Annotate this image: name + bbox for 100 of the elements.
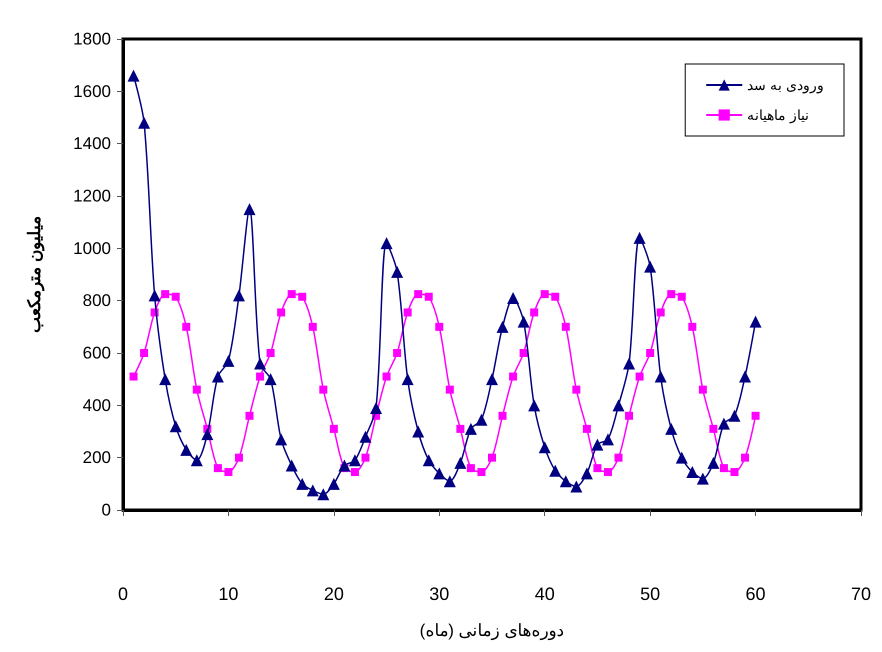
point — [222, 354, 234, 367]
y-tick-label: 600 — [82, 344, 111, 362]
point — [604, 468, 612, 476]
point — [634, 232, 646, 244]
point — [380, 237, 393, 250]
point — [646, 349, 654, 357]
y-tick-label: 200 — [82, 448, 111, 468]
point — [264, 373, 277, 386]
point — [614, 454, 623, 462]
point — [562, 322, 570, 331]
point — [435, 322, 444, 331]
point — [612, 399, 625, 412]
point — [509, 372, 518, 381]
point — [466, 464, 475, 472]
point — [496, 320, 509, 333]
point — [520, 349, 528, 357]
point — [656, 308, 665, 316]
y-tick-label: 0 — [102, 500, 111, 520]
point — [370, 402, 382, 414]
point — [277, 308, 286, 316]
point — [498, 412, 507, 420]
point — [446, 386, 454, 394]
point — [454, 456, 466, 469]
point — [232, 289, 245, 302]
y-tick-label: 1200 — [73, 186, 111, 206]
point — [488, 454, 496, 462]
point — [214, 464, 222, 472]
y-tick-label: 1600 — [73, 82, 111, 101]
point — [475, 414, 488, 426]
point — [698, 386, 707, 394]
point — [190, 454, 203, 466]
point — [730, 468, 738, 476]
point — [678, 292, 686, 301]
point — [182, 322, 190, 331]
point — [128, 70, 140, 82]
point — [298, 292, 306, 301]
y-axis-title: میلیون مترمکعب — [25, 216, 45, 333]
point — [296, 478, 308, 490]
point — [456, 424, 464, 433]
point — [161, 290, 170, 298]
point — [582, 424, 591, 433]
point — [256, 372, 264, 381]
point — [551, 292, 560, 301]
point — [140, 349, 148, 357]
point — [739, 370, 752, 383]
point — [444, 475, 456, 488]
point — [246, 412, 254, 420]
point — [254, 357, 266, 370]
point — [538, 441, 551, 454]
point — [625, 412, 634, 420]
point — [393, 349, 402, 357]
x-tick-label: 40 — [534, 584, 555, 604]
point — [148, 289, 161, 302]
point — [741, 454, 750, 462]
point — [623, 357, 636, 370]
point — [180, 444, 192, 456]
point — [382, 372, 391, 381]
y-tick-label: 1400 — [73, 134, 111, 154]
point — [286, 460, 298, 472]
x-tick-label: 50 — [640, 584, 660, 604]
y-tick-label: 1000 — [73, 238, 111, 258]
point — [159, 373, 172, 386]
point — [549, 464, 562, 477]
point — [507, 292, 520, 304]
point — [402, 373, 414, 386]
point — [275, 433, 288, 446]
point — [414, 290, 422, 298]
legend-label: نیاز ماهیانه — [747, 107, 810, 124]
point — [224, 468, 232, 476]
point — [654, 370, 667, 383]
point — [330, 424, 338, 433]
point — [422, 454, 435, 466]
point — [361, 454, 370, 462]
x-tick-label: 60 — [746, 584, 766, 604]
legend-label: ورودی به سد — [747, 77, 824, 94]
point — [308, 322, 317, 331]
point — [676, 452, 688, 464]
y-tick-label: 1800 — [73, 30, 111, 48]
point — [686, 466, 698, 478]
point — [306, 484, 319, 496]
point — [570, 480, 582, 492]
point — [720, 464, 728, 472]
x-tick-label: 10 — [218, 584, 238, 604]
point — [593, 464, 602, 472]
point — [138, 116, 150, 129]
point — [234, 454, 243, 462]
point — [709, 424, 718, 433]
point — [518, 316, 530, 328]
point — [728, 410, 740, 422]
point — [540, 290, 549, 298]
point — [591, 438, 604, 451]
point — [172, 292, 180, 301]
point — [477, 468, 486, 476]
point — [665, 422, 678, 435]
point — [359, 430, 372, 443]
point — [350, 468, 359, 476]
point — [170, 420, 182, 432]
point — [288, 290, 296, 298]
x-tick-label: 20 — [324, 584, 344, 604]
point — [580, 467, 593, 480]
